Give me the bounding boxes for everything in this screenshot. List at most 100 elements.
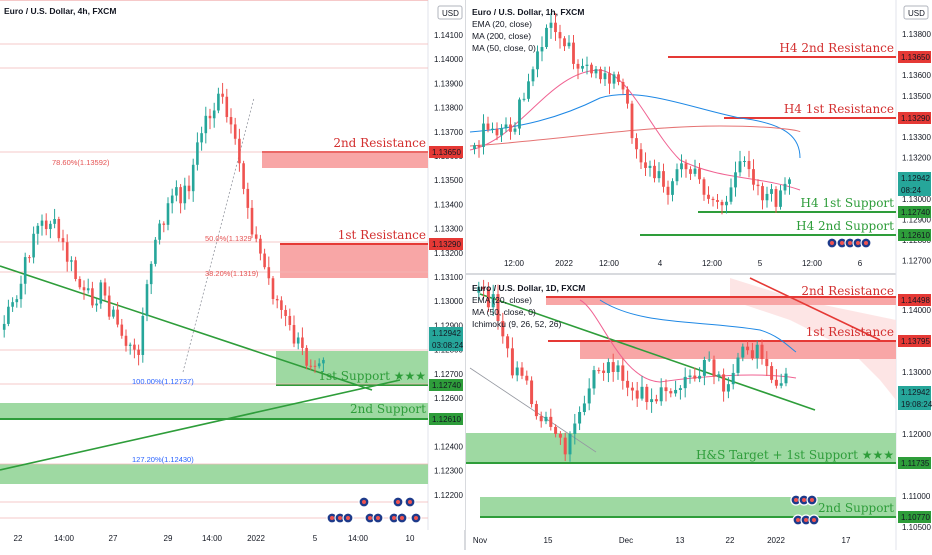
tr-candle-body: [491, 128, 494, 130]
tr-candle-body: [531, 69, 535, 82]
left-candle-body: [284, 309, 287, 316]
left-candle-body: [263, 253, 266, 268]
tr-currency-badge[interactable]: [903, 5, 929, 20]
left-currency-badge[interactable]: [437, 5, 463, 20]
tr-candle-body: [626, 89, 629, 104]
br-price-tick: 1.12000: [902, 430, 931, 439]
left-event-icon-dot: [396, 500, 400, 504]
left-r2-zone: [262, 152, 428, 168]
tr-candle-body: [675, 169, 679, 182]
tr-ma50: [469, 94, 801, 159]
br-candle-body: [611, 362, 615, 372]
tr-s2-tag-label: 1.12610: [901, 231, 930, 240]
br-r1-zone: [580, 341, 896, 359]
left-candle-body: [208, 115, 212, 119]
br-candle-body: [630, 387, 634, 391]
tr-price-tick: 1.13300: [902, 133, 931, 142]
left-lines: [0, 0, 428, 519]
tr-candle-body: [621, 81, 625, 90]
left-candle-body: [280, 300, 283, 310]
left-candle-body: [53, 218, 56, 224]
tr-candle-body: [743, 160, 746, 162]
tr-candle-body: [666, 186, 670, 195]
tr-candle-body: [590, 64, 593, 74]
tr-event-icon-dot: [830, 241, 834, 245]
left-candle-body: [322, 359, 325, 364]
tr-candle-body: [689, 169, 692, 174]
left-candle-body: [124, 335, 128, 346]
tr-r2-label: H4 2nd Resistance: [779, 41, 894, 55]
left-fib-100: 100.00%(1.12737): [132, 377, 194, 386]
br-candle-body: [650, 399, 654, 403]
tr-time-tick: 12:00: [702, 259, 723, 268]
br-candle-body: [582, 403, 586, 412]
left-candle-body: [7, 306, 10, 324]
tr-candle-body: [711, 198, 715, 201]
br-candle-body: [592, 370, 596, 389]
br-candle-body: [501, 321, 505, 337]
left-time-tick: 2022: [247, 534, 265, 543]
br-price-tick: 1.14000: [902, 306, 931, 315]
left-time-tick: 29: [164, 534, 173, 543]
tr-candle-body: [653, 165, 656, 179]
tr-candle-body: [612, 74, 616, 84]
tr-time-tick: 12:00: [802, 259, 823, 268]
left-trendline-down: [0, 265, 373, 391]
br-time-tick: 2022: [767, 536, 785, 545]
tr-candle-body: [617, 74, 620, 82]
tr-s2-label: H4 2nd Support: [796, 219, 894, 233]
left-candle-body: [57, 218, 61, 239]
br-candle-body: [683, 376, 687, 389]
br-candle-body: [568, 433, 572, 455]
left-r2-tag: [429, 146, 463, 158]
left-candle-body: [183, 185, 187, 204]
br-candle-body: [520, 367, 524, 376]
left-candle-body: [229, 117, 233, 125]
br-candle-body: [774, 379, 778, 386]
left-candle-body: [179, 187, 182, 204]
tr-indicator-3: MA (50, close, 0): [472, 43, 536, 53]
br-candle-body: [669, 391, 673, 394]
labels: 78.60%(1.13592) 50.0%(1.1329 38.20%(1.1319…: [52, 41, 932, 526]
tr-price-tick: 1.12700: [902, 257, 931, 266]
br-candle-body: [534, 404, 538, 417]
tr-candle-body: [608, 73, 611, 84]
tr-time-tick: 2022: [555, 259, 573, 268]
tr-r2-tag: [898, 51, 931, 63]
left-candle-body: [166, 203, 170, 225]
left-currency-label: USD: [442, 9, 459, 18]
left-candle-body: [137, 349, 140, 355]
tr-candle-body: [563, 38, 566, 47]
left-price-tick: 1.12300: [434, 467, 463, 476]
tr-candle-body: [581, 65, 584, 69]
left-s2-label: 2nd Support: [350, 402, 426, 416]
br-r1-label: 1st Resistance: [806, 325, 894, 339]
br-candle-body: [515, 367, 519, 376]
left-price-tick: 1.13400: [434, 200, 463, 209]
br-candle-body: [640, 386, 644, 399]
left-candle-body: [191, 164, 195, 192]
left-candle-body: [238, 138, 241, 164]
left-candle-body: [70, 260, 73, 262]
tr-price-tick: 1.13800: [902, 30, 931, 39]
left-candle-body: [288, 315, 292, 325]
tr-candle-body: [752, 169, 755, 185]
left-candle-body: [233, 124, 237, 139]
left-event-icon-dot: [414, 516, 418, 520]
left-candle-body: [145, 284, 149, 316]
left-candle-body: [221, 93, 224, 97]
left-time-tick: 10: [406, 534, 415, 543]
left-price-tick: 1.13800: [434, 104, 463, 113]
left-current-tag: [429, 327, 463, 339]
br-candle-body: [736, 357, 740, 373]
br-candle-body: [606, 362, 610, 373]
left-candle-body: [225, 96, 229, 118]
br-price-tick: 1.13000: [902, 368, 931, 377]
br-candle-body: [760, 344, 764, 360]
left-candle-body: [95, 303, 98, 306]
tr-price-tick: 1.13500: [902, 92, 931, 101]
tr-time-tick: 5: [758, 259, 763, 268]
left-r1-label: 1st Resistance: [338, 228, 426, 242]
left-candle-body: [61, 238, 65, 243]
